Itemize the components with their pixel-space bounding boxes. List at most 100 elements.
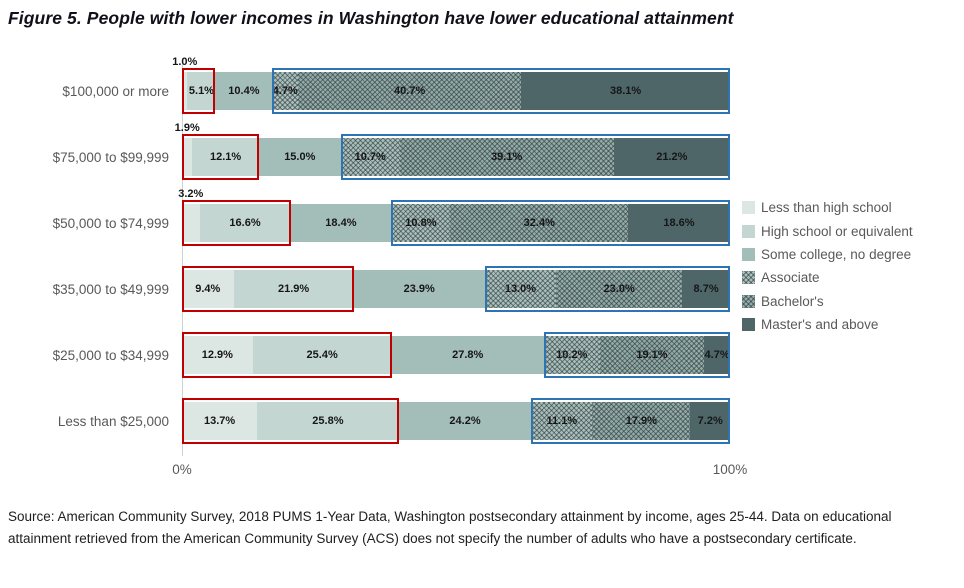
segment-value-label: 10.4%: [228, 85, 260, 97]
source-note: Source: American Community Survey, 2018 …: [8, 509, 892, 546]
bar-segment-bachelors: 23.0%: [556, 270, 683, 308]
bar-segment-less-than-high-school: 13.7%: [182, 402, 258, 440]
legend-label: Some college, no degree: [761, 246, 912, 262]
segment-value-label: 21.2%: [656, 151, 688, 163]
legend-item: Master's and above: [742, 313, 913, 336]
stacked-bar: 16.6% 18.4% 10.8% 32.4% 18.6%: [182, 204, 730, 242]
bar-segment-less-than-high-school: [182, 138, 193, 176]
segment-value-label: 5.1%: [188, 85, 214, 97]
bar-segment-associate: 10.8%: [391, 204, 451, 242]
stacked-bar: 13.7% 25.8% 24.2% 11.1% 17.9% 7.2%: [182, 402, 730, 440]
segment-value-label-above: 3.2%: [178, 188, 204, 200]
bar-segment-high-school-or-equivalent: 5.1%: [187, 72, 216, 110]
bar-segment-associate: 10.2%: [543, 336, 600, 374]
segment-value-label: 13.7%: [203, 415, 236, 427]
legend: Less than high school High school or equi…: [742, 196, 913, 336]
legend-label: Less than high school: [761, 200, 892, 216]
category-label: $50,000 to $74,999: [52, 215, 169, 231]
chart-rows: $100,000 or more 5.1% 10.4% 4.7% 40.7% 38.1% 1…: [12, 56, 732, 454]
segment-value-label: 12.9%: [201, 349, 233, 361]
bar-area: 5.1% 10.4% 4.7% 40.7% 38.1% 1.0%: [172, 56, 730, 114]
bar-segment-bachelors: 17.9%: [592, 402, 691, 440]
chart-row: $75,000 to $99,999 12.1% 15.0% 10.7% 39.1% 21…: [12, 122, 732, 190]
bar-segment-bachelors: 39.1%: [399, 138, 614, 176]
bar-segment-bachelors: 40.7%: [298, 72, 522, 110]
bar-segment-high-school-or-equivalent: 25.8%: [257, 402, 399, 440]
segment-value-label: 25.8%: [312, 415, 344, 427]
segment-value-label: 23.9%: [403, 283, 435, 295]
chart-row: $35,000 to $49,999 9.4% 21.9% 23.9% 13.0% 23.…: [12, 256, 732, 322]
stacked-bar: 12.1% 15.0% 10.7% 39.1% 21.2%: [182, 138, 730, 176]
bar-segment-some-college-no-degree: 24.2%: [398, 402, 532, 440]
segment-value-label: 32.4%: [523, 217, 555, 229]
segment-value-label: 24.2%: [449, 415, 481, 427]
legend-item: Associate: [742, 266, 913, 289]
chart-row: $50,000 to $74,999 16.6% 18.4% 10.8% 32.4% 18…: [12, 188, 732, 256]
legend-label: Associate: [761, 270, 820, 286]
category-label: $75,000 to $99,999: [52, 149, 169, 165]
bar-area: 16.6% 18.4% 10.8% 32.4% 18.6% 3.2%: [178, 188, 730, 246]
legend-label: Bachelor's: [761, 293, 824, 309]
segment-value-label: 4.7%: [272, 85, 298, 97]
bar-segment-less-than-high-school: [182, 72, 188, 110]
bar-segment-high-school-or-equivalent: 21.9%: [233, 270, 354, 308]
x-axis: 0% 100%: [12, 458, 747, 482]
segment-value-label: 10.8%: [405, 217, 437, 229]
legend-swatch-bachelors: [742, 294, 755, 308]
bar-segment-masters-and-above: 7.2%: [690, 402, 730, 440]
segment-value-label: 25.4%: [306, 349, 338, 361]
bar-segment-less-than-high-school: [182, 204, 200, 242]
bar-segment-high-school-or-equivalent: 16.6%: [199, 204, 291, 242]
bar-segment-masters-and-above: 18.6%: [628, 204, 730, 242]
bar-segment-less-than-high-school: 12.9%: [182, 336, 253, 374]
bar-segment-masters-and-above: 8.7%: [682, 270, 730, 308]
stacked-bar-chart: $100,000 or more 5.1% 10.4% 4.7% 40.7% 38.1% 1…: [12, 56, 748, 482]
category-label: $35,000 to $49,999: [52, 281, 169, 297]
bar-segment-masters-and-above: 21.2%: [613, 138, 730, 176]
chart-row: Less than $25,000 13.7% 25.8% 24.2% 11.1% 17.…: [12, 388, 732, 454]
bar-segment-masters-and-above: 4.7%: [704, 336, 730, 374]
segment-value-label: 18.6%: [663, 217, 695, 229]
segment-value-label: 15.0%: [284, 151, 316, 163]
legend-swatch-high-school-or-equivalent: [742, 224, 755, 238]
chart-title: Figure 5. People with lower incomes in W…: [8, 8, 734, 28]
legend-swatch-masters-and-above: [742, 318, 755, 332]
segment-value-label: 4.7%: [704, 349, 730, 361]
bar-segment-some-college-no-degree: 10.4%: [215, 72, 273, 110]
bar-segment-high-school-or-equivalent: 12.1%: [192, 138, 259, 176]
bar-segment-bachelors: 32.4%: [450, 204, 629, 242]
legend-item: Bachelor's: [742, 290, 913, 313]
bar-segment-associate: 11.1%: [531, 402, 593, 440]
legend-item: Less than high school: [742, 196, 913, 219]
segment-value-label: 23.0%: [603, 283, 635, 295]
segment-value-label: 7.2%: [697, 415, 723, 427]
legend-item: High school or equivalent: [742, 219, 913, 242]
bar-segment-some-college-no-degree: 15.0%: [258, 138, 341, 176]
segment-value-label-above: 1.0%: [172, 56, 198, 68]
segment-value-label: 8.7%: [693, 283, 719, 295]
legend-swatch-some-college-no-degree: [742, 247, 755, 261]
bar-segment-associate: 4.7%: [272, 72, 299, 110]
legend-swatch-less-than-high-school: [742, 201, 755, 215]
bar-segment-less-than-high-school: 9.4%: [182, 270, 234, 308]
legend-label: Master's and above: [761, 317, 879, 333]
segment-value-label: 10.7%: [354, 151, 386, 163]
category-label: $25,000 to $34,999: [52, 347, 169, 363]
segment-value-label-above: 1.9%: [174, 122, 200, 134]
segment-value-label: 9.4%: [195, 283, 221, 295]
segment-value-label: 27.8%: [452, 349, 484, 361]
chart-row: $100,000 or more 5.1% 10.4% 4.7% 40.7% 38.1% 1…: [12, 56, 732, 124]
segment-value-label: 12.1%: [209, 151, 242, 163]
chart-row: $25,000 to $34,999 12.9% 25.4% 27.8% 10.2% 19…: [12, 322, 732, 388]
segment-value-label: 18.4%: [325, 217, 357, 229]
legend-label: High school or equivalent: [761, 223, 913, 239]
segment-value-label: 10.2%: [556, 349, 588, 361]
bar-segment-masters-and-above: 38.1%: [521, 72, 730, 110]
bar-segment-bachelors: 19.1%: [599, 336, 705, 374]
segment-value-label: 40.7%: [394, 85, 426, 97]
segment-value-label: 21.9%: [278, 283, 310, 295]
legend-item: Some college, no degree: [742, 243, 913, 266]
stacked-bar: 5.1% 10.4% 4.7% 40.7% 38.1%: [182, 72, 730, 110]
segment-value-label: 39.1%: [491, 151, 523, 163]
